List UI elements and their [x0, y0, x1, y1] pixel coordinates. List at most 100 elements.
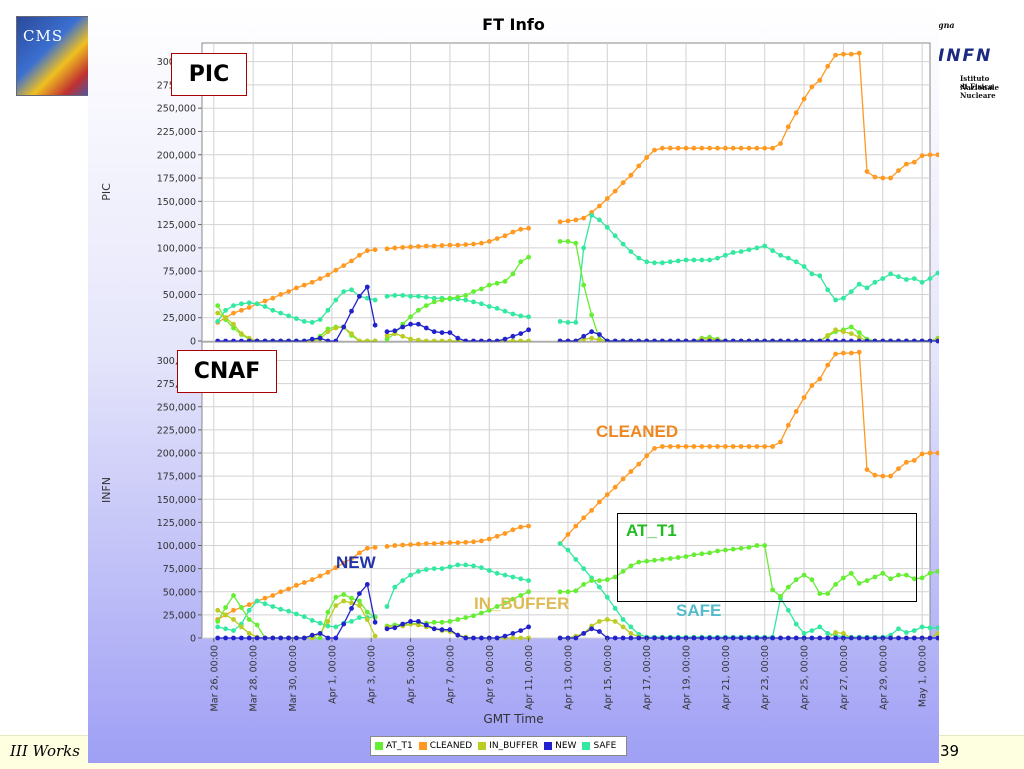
y-tick-label: 225,000 — [157, 127, 196, 138]
data-point — [486, 239, 492, 244]
data-point — [888, 271, 893, 277]
data-point — [447, 619, 453, 624]
data-point — [317, 620, 323, 626]
data-point — [526, 314, 531, 320]
data-point — [785, 607, 791, 613]
data-point — [856, 581, 862, 586]
data-point — [455, 632, 461, 638]
data-point — [809, 383, 815, 388]
legend-label: NEW — [555, 741, 577, 751]
data-point — [384, 333, 390, 338]
data-point — [723, 145, 728, 151]
data-point — [215, 619, 221, 624]
y-tick-label: 100,000 — [157, 541, 196, 552]
data-point — [526, 254, 531, 260]
legend-item-in-buffer: IN_BUFFER — [478, 741, 538, 751]
x-tick-label: Apr 13, 00:00 — [563, 645, 574, 710]
data-point — [825, 591, 831, 596]
data-point — [372, 619, 378, 625]
data-point — [400, 333, 406, 339]
data-point — [904, 277, 909, 282]
data-point — [502, 336, 508, 342]
legend-label: SAFE — [593, 741, 617, 751]
data-point — [384, 336, 390, 342]
data-point — [636, 461, 642, 467]
data-point — [557, 219, 563, 225]
data-point — [518, 635, 524, 641]
data-point — [565, 320, 571, 325]
data-point — [746, 145, 752, 151]
data-point — [667, 444, 673, 449]
data-point — [581, 566, 587, 571]
data-point — [431, 299, 437, 305]
data-point — [333, 635, 339, 641]
data-point — [707, 550, 712, 556]
data-point — [683, 444, 689, 449]
data-point — [502, 279, 508, 284]
data-point — [801, 395, 807, 400]
data-point — [597, 584, 602, 590]
data-point — [223, 626, 229, 632]
data-point — [872, 174, 878, 180]
data-point — [431, 541, 437, 546]
data-point — [628, 249, 634, 255]
data-point — [463, 615, 469, 620]
data-point — [526, 589, 531, 595]
data-point — [372, 297, 378, 303]
data-point — [723, 252, 728, 258]
data-point — [628, 635, 634, 641]
data-point — [341, 598, 347, 604]
data-point — [349, 600, 354, 606]
data-point — [841, 295, 846, 301]
data-point — [557, 589, 563, 595]
data-point — [325, 329, 331, 335]
data-point — [667, 556, 673, 561]
data-point — [699, 551, 705, 557]
y-tick-label: 175,000 — [157, 472, 196, 483]
x-tick-label: Mar 28, 00:00 — [249, 645, 260, 711]
x-axis-title: GMT Time — [483, 712, 544, 726]
annotation-box — [617, 513, 917, 602]
data-point — [341, 324, 347, 330]
data-point — [231, 628, 236, 633]
data-point — [341, 289, 347, 294]
data-point — [597, 578, 602, 583]
data-point — [848, 324, 854, 330]
data-point — [715, 255, 720, 261]
data-point — [652, 635, 657, 641]
data-point — [904, 630, 909, 635]
data-point — [455, 294, 461, 300]
data-point — [612, 635, 618, 641]
data-point — [357, 603, 362, 608]
data-point — [604, 594, 610, 600]
data-point — [809, 628, 815, 633]
data-point — [746, 635, 752, 641]
data-point — [652, 446, 657, 451]
data-point — [848, 51, 854, 57]
data-point — [423, 243, 429, 249]
data-point — [904, 161, 909, 167]
data-point — [581, 245, 587, 251]
data-point — [675, 635, 681, 641]
data-point — [612, 606, 618, 611]
x-tick-label: Apr 1, 00:00 — [327, 645, 338, 704]
data-point — [333, 603, 339, 608]
data-point — [762, 444, 768, 449]
data-point — [294, 582, 299, 588]
data-point — [479, 565, 484, 571]
y-axis-label: PIC — [100, 183, 113, 201]
data-point — [589, 578, 594, 583]
data-point — [246, 635, 252, 641]
data-point — [502, 572, 508, 578]
data-point — [738, 635, 744, 641]
data-point — [364, 617, 370, 622]
data-point — [486, 282, 492, 288]
data-point — [730, 444, 736, 449]
data-point — [239, 331, 244, 336]
data-point — [392, 543, 398, 548]
data-point — [675, 258, 681, 264]
data-point — [935, 270, 939, 276]
data-point — [911, 576, 917, 582]
data-point — [384, 246, 390, 252]
data-point — [644, 259, 650, 265]
